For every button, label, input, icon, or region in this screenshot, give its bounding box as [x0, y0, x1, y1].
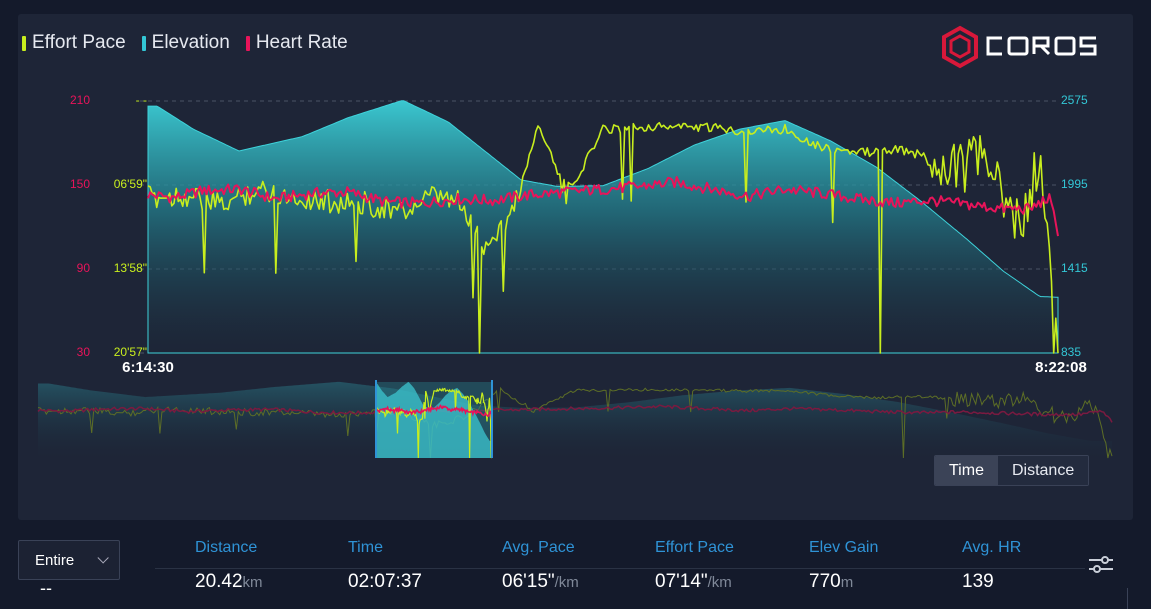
stat-avg-hr: Avg. HR 139 — [962, 539, 1021, 593]
stat-number: 139 — [962, 571, 994, 592]
hr-tick-label: 210 — [70, 93, 90, 107]
stat-distance: Distance 20.42km — [195, 539, 263, 593]
activity-chart: 210 - - 2575 150 06'59" 1995 90 13'58" 1415 30 20'… — [37, 93, 1113, 459]
hr-tick-label: 30 — [77, 345, 91, 359]
legend-effort-pace[interactable]: Effort Pace — [22, 32, 126, 54]
stat-effort-pace: Effort Pace 07'14"/km — [655, 539, 734, 593]
stat-label: Avg. Pace — [502, 539, 575, 556]
pace-tick-label: 20'57" — [114, 345, 147, 359]
effort-pace-line — [147, 121, 1059, 354]
stat-time: Time 02:07:37 — [348, 539, 422, 593]
hr-tick-label: 150 — [70, 177, 90, 191]
overview-navigator[interactable] — [37, 380, 1113, 459]
stat-value: 02:07:37 — [348, 571, 422, 593]
hr-tick-label: 90 — [77, 261, 91, 275]
stat-label: Avg. HR — [962, 539, 1022, 556]
legend-label-heart-rate: Heart Rate — [255, 32, 348, 53]
elevation-tick-label: 2575 — [1061, 93, 1088, 107]
stat-elev-gain: Elev Gain 770m — [809, 539, 878, 593]
distance-toggle-button[interactable]: Distance — [997, 456, 1089, 485]
stat-value: 20.42km — [195, 571, 263, 593]
pace-tick-label: 13'58" — [114, 261, 147, 275]
heart-rate-line — [147, 176, 1059, 237]
chart-series — [147, 100, 1059, 354]
elevation-tick-label: 835 — [1061, 345, 1081, 359]
legend-label-elevation: Elevation — [151, 32, 230, 53]
legend-swatch-elevation — [141, 35, 146, 51]
stat-unit: /km — [707, 574, 732, 591]
stat-number: 20.42 — [195, 571, 243, 592]
stat-value: 770m — [809, 571, 878, 593]
stat-value: 06'15"/km — [502, 571, 579, 593]
stat-unit: /km — [554, 574, 579, 591]
pace-tick-label: 06'59" — [114, 177, 147, 191]
end-time-label: 8:22:08 — [1035, 359, 1087, 376]
legend-swatch-heart-rate — [245, 35, 250, 51]
stat-label: Distance — [195, 539, 258, 556]
overview-elevation — [38, 381, 1112, 458]
stat-avg-pace: Avg. Pace 06'15"/km — [502, 539, 579, 593]
stat-unit: km — [242, 574, 263, 591]
pace-tick-label: - - — [136, 93, 147, 107]
stat-label: Effort Pace — [655, 539, 734, 556]
stat-number: 02:07:37 — [348, 571, 422, 592]
legend-swatch-effort-pace — [22, 35, 26, 51]
stat-value: 139 — [962, 571, 1021, 593]
x-axis-mode-toggle[interactable]: Time Distance — [934, 455, 1090, 486]
coros-logo — [942, 25, 1097, 69]
stat-number: 07'14" — [655, 571, 708, 592]
summary-divider — [155, 568, 1085, 569]
overview-window-heart-rate — [375, 404, 493, 422]
stat-number: 06'15" — [502, 571, 555, 592]
range-select[interactable]: Entire — [18, 540, 120, 580]
chevron-down-icon — [97, 552, 109, 564]
overview-window-elevation — [376, 381, 492, 458]
axis-labels: 210 - - 2575 150 06'59" 1995 90 13'58" 1415 30 20'… — [70, 93, 1088, 376]
start-time-label: 6:14:30 — [122, 359, 174, 376]
stat-unit: m — [840, 574, 854, 591]
sliders-settings-icon[interactable] — [1088, 554, 1114, 576]
stat-label: Elev Gain — [809, 539, 879, 556]
elevation-tick-label: 1415 — [1061, 261, 1088, 275]
legend-label-effort-pace: Effort Pace — [32, 32, 126, 53]
legend-heart-rate[interactable]: Heart Rate — [245, 32, 348, 54]
chart-legend: Effort Pace Elevation Heart Rate — [22, 32, 348, 54]
divider — [1127, 588, 1128, 609]
elevation-tick-label: 1995 — [1061, 177, 1088, 191]
overview-heart-rate — [37, 404, 1113, 423]
stat-label: Time — [348, 539, 383, 556]
time-toggle-button[interactable]: Time — [935, 456, 998, 485]
range-value: -- — [40, 578, 52, 598]
elevation-area — [147, 100, 1059, 354]
legend-elevation[interactable]: Elevation — [141, 32, 230, 54]
range-select-value: Entire — [35, 551, 75, 569]
summary-bar: Entire -- Distance 20.42km Time 02:07:37… — [0, 528, 1151, 609]
stat-number: 770 — [809, 571, 841, 592]
stat-value: 07'14"/km — [655, 571, 734, 593]
